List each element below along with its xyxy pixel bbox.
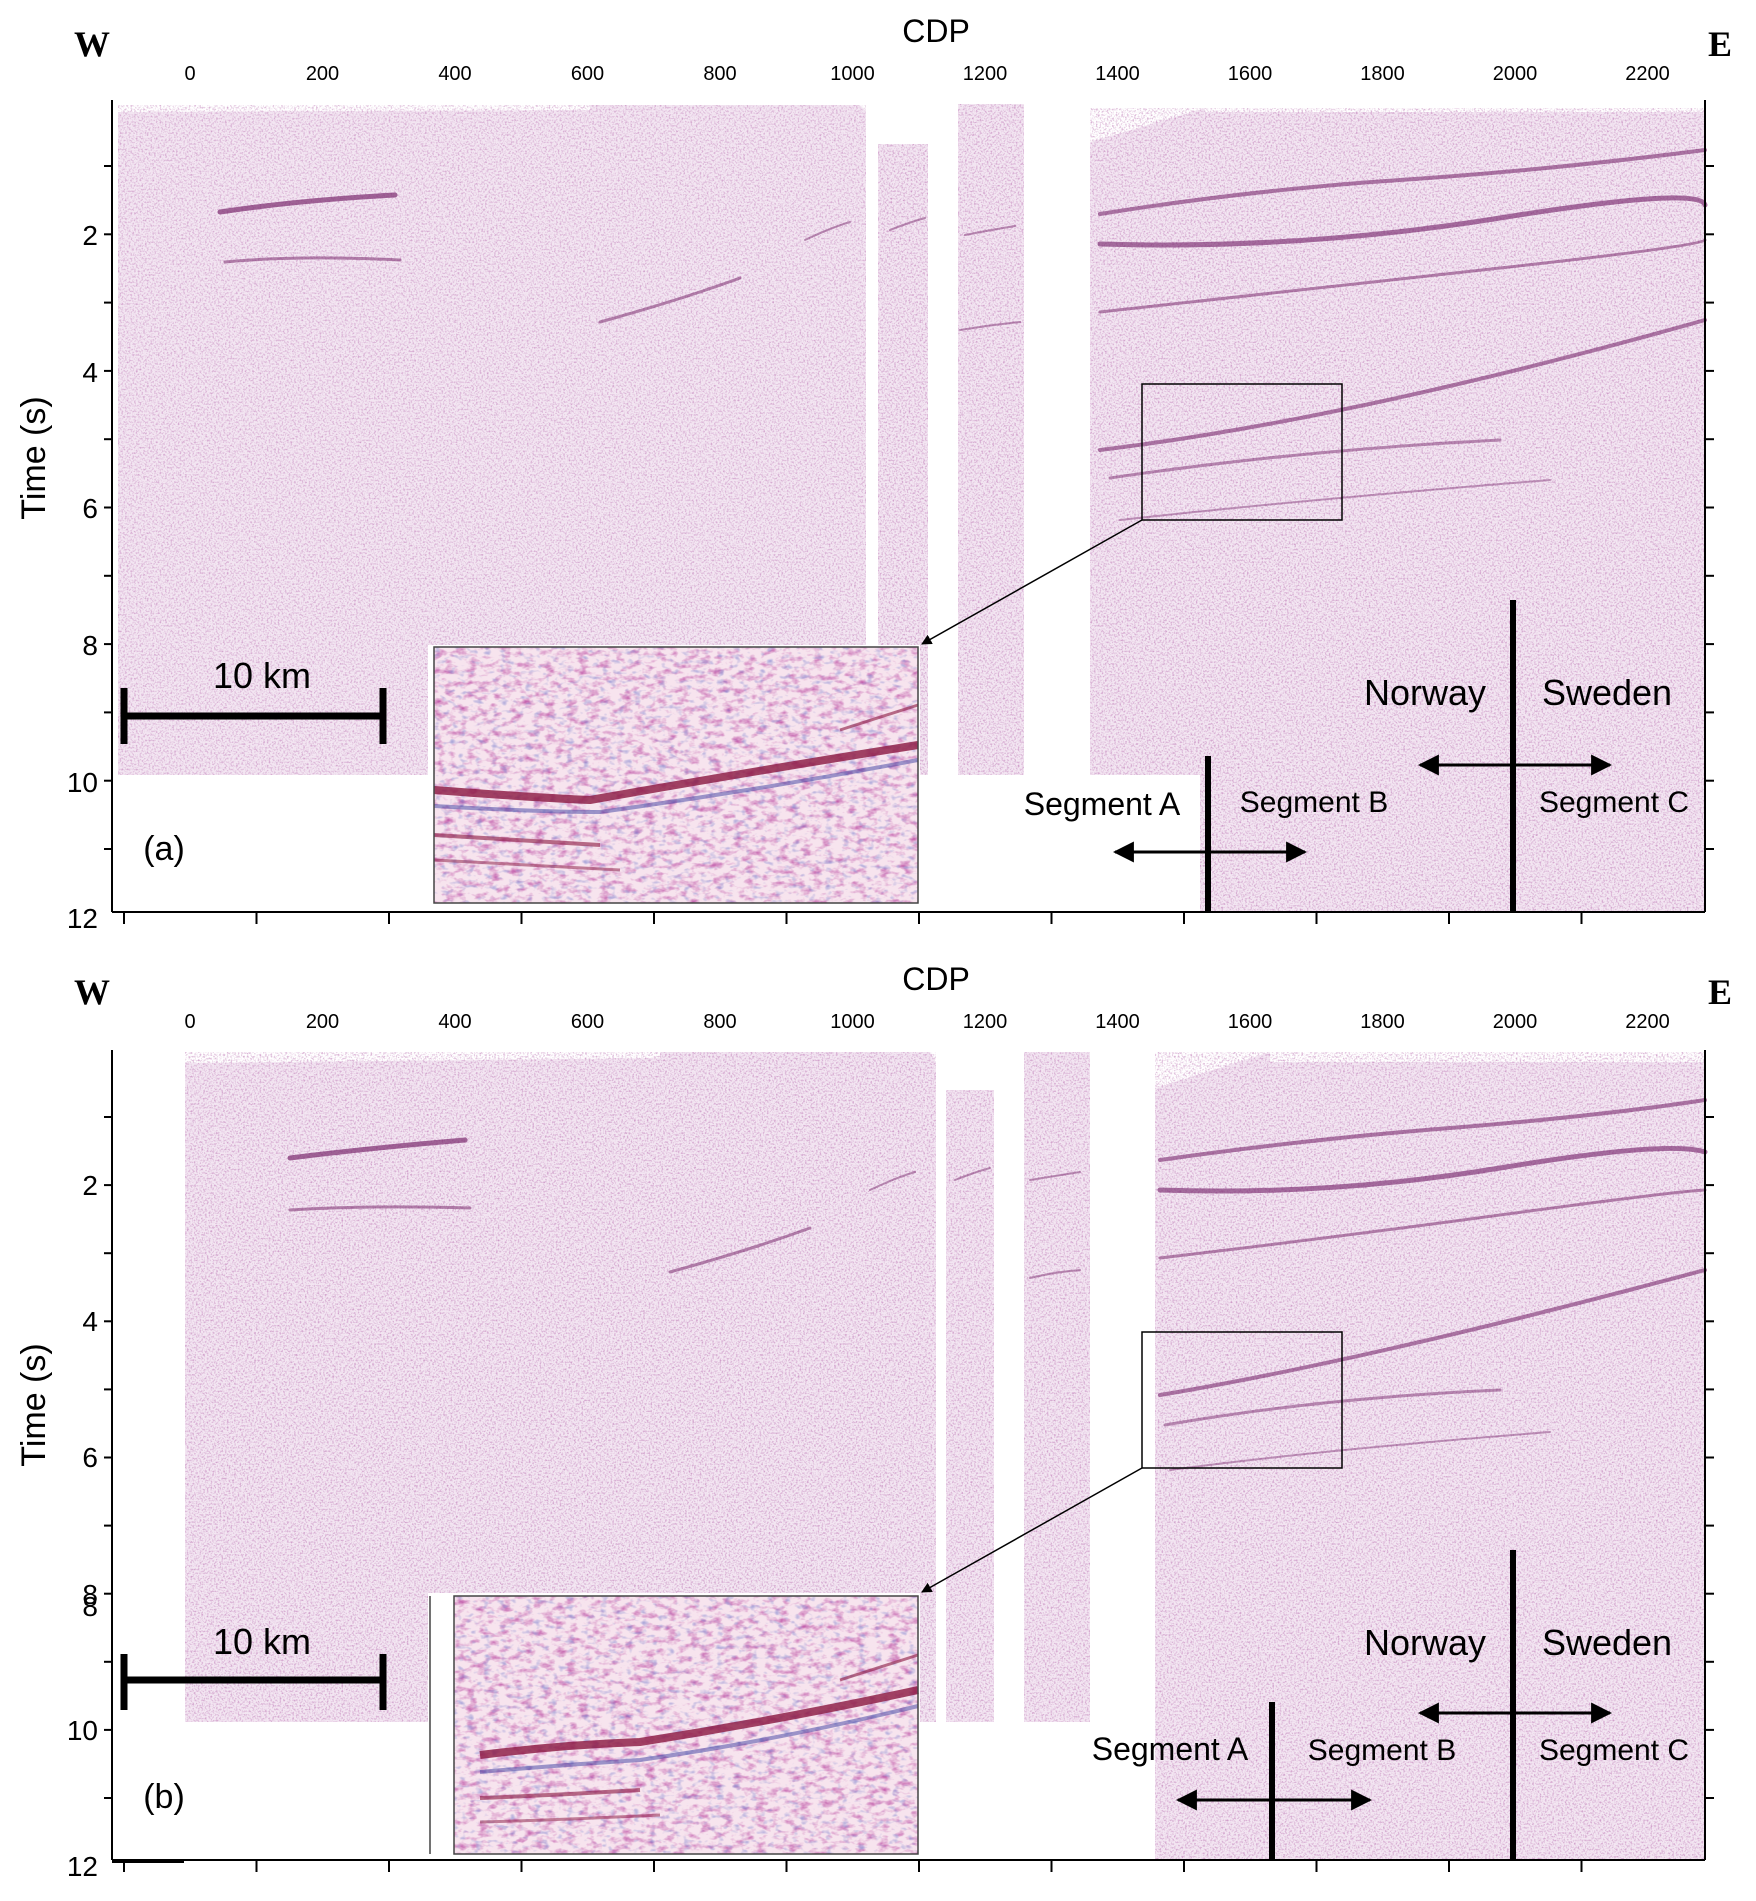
axis-title-top: CDP [902, 961, 970, 997]
y-tick-label: 10 [67, 767, 98, 798]
y-tick-label: 2 [82, 220, 98, 251]
bottom-ticks [123, 1860, 1583, 1872]
inset-zoom [428, 1593, 920, 1855]
scale-bar [120, 1654, 387, 1710]
top-tick-labels: 0 200 400 600 800 1000 1200 1400 1600 1800 2000 220… [184, 1011, 1669, 1033]
segment-a-label: Segment A [1024, 786, 1181, 822]
zoom-arrow [921, 519, 1143, 645]
top-tick-label: 2200 [1625, 1011, 1670, 1033]
y-tick-label: 2 [82, 1170, 98, 1201]
top-tick-label: 600 [571, 63, 604, 85]
y-tick-label: 4 [82, 357, 98, 388]
segment-b-label: Segment B [1308, 1734, 1456, 1767]
y-tick-label: 12 [67, 1851, 98, 1882]
axis-title-y: Time (s) [15, 1343, 53, 1466]
zoom-box [1141, 383, 1343, 521]
segment-c-label: Segment C [1539, 786, 1689, 819]
top-tick-label: 800 [703, 63, 736, 85]
y-tick-label: 8 [82, 630, 98, 661]
top-tick-label: 2000 [1493, 63, 1538, 85]
y-tick-label: 10 [67, 1715, 98, 1746]
top-tick-label: 1000 [830, 63, 875, 85]
inset-zoom [428, 645, 920, 905]
country-sweden: Sweden [1542, 672, 1672, 713]
y-tick-label: 6 [82, 493, 98, 524]
frame [111, 100, 1706, 913]
y-tick-labels: 2 4 6 88 10 12 [67, 1170, 98, 1882]
top-tick-label: 1400 [1095, 1011, 1140, 1033]
top-tick-label: 1200 [963, 1011, 1008, 1033]
y-tick-label: 6 [82, 1442, 98, 1473]
y-tick-label: 8 [82, 1579, 98, 1610]
top-tick-label: 1000 [830, 1011, 875, 1033]
segment-a-label: Segment A [1092, 1731, 1249, 1767]
country-norway: Norway [1364, 672, 1486, 713]
segment-c-label: Segment C [1539, 1734, 1689, 1767]
top-tick-labels: 0 200 400 600 800 1000 1200 1400 1600 1800 2000 220… [184, 63, 1669, 85]
top-tick-label: 1600 [1228, 1011, 1273, 1033]
y-tick-label: 4 [82, 1306, 98, 1337]
scale-bar [120, 688, 387, 744]
east-label: E [1708, 24, 1732, 64]
zoom-arrow [921, 1467, 1143, 1593]
reflectors [287, 1098, 1708, 1471]
top-tick-label: 2200 [1625, 63, 1670, 85]
panel-label: (b) [143, 1778, 185, 1816]
west-label: W [74, 972, 110, 1012]
right-ticks [104, 165, 1714, 850]
top-tick-label: 400 [438, 63, 471, 85]
zoom-box [1141, 1331, 1343, 1469]
right-ticks [104, 1116, 1714, 1799]
y-tick-label: 8 [82, 1591, 98, 1622]
top-tick-label: 1200 [963, 63, 1008, 85]
top-tick-label: 1400 [1095, 63, 1140, 85]
bottom-ticks [123, 912, 1583, 924]
top-tick-label: 1600 [1228, 63, 1273, 85]
y-tick-label: 12 [67, 903, 98, 934]
top-tick-label: 200 [306, 63, 339, 85]
scale-bar-label: 10 km [213, 1621, 311, 1662]
top-tick-label: 600 [571, 1011, 604, 1033]
west-label: W [74, 24, 110, 64]
panel-b: CDP W E 0 200 400 600 800 1000 1200 1400 1600 180… [15, 961, 1732, 1882]
panel-label: (a) [143, 830, 185, 868]
axis-title-y: Time (s) [15, 396, 53, 519]
panel-a: CDP W E 0 200 400 600 800 1000 1200 1400 1600 180… [15, 13, 1732, 934]
axis-title-top: CDP [902, 13, 970, 49]
seismic-section [118, 104, 1708, 912]
top-tick-label: 0 [184, 1011, 195, 1033]
seismic-section [185, 1052, 1708, 1860]
top-tick-label: 1800 [1360, 63, 1405, 85]
reflectors [217, 148, 1708, 521]
top-tick-label: 1800 [1360, 1011, 1405, 1033]
segment-b-label: Segment B [1240, 786, 1388, 819]
top-tick-label: 400 [438, 1011, 471, 1033]
y-tick-labels: 2 4 6 8 10 12 [67, 220, 98, 934]
country-sweden: Sweden [1542, 1622, 1672, 1663]
top-tick-label: 200 [306, 1011, 339, 1033]
top-tick-label: 800 [703, 1011, 736, 1033]
top-tick-label: 0 [184, 63, 195, 85]
top-tick-label: 2000 [1493, 1011, 1538, 1033]
country-norway: Norway [1364, 1622, 1486, 1663]
scale-bar-label: 10 km [213, 655, 311, 696]
east-label: E [1708, 972, 1732, 1012]
